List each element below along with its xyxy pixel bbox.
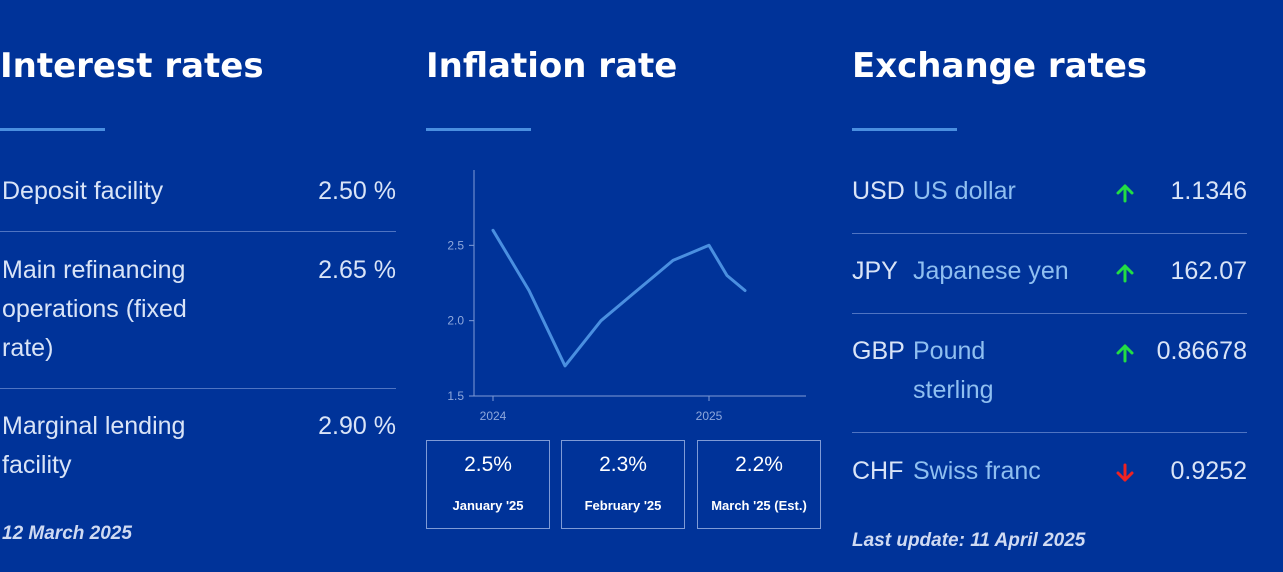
inflation-box-label: January '25: [452, 498, 524, 513]
marginal-lending-row: Marginal lending facility 2.90 %: [0, 407, 396, 487]
exchange-rate-value: 0.86678: [1156, 337, 1247, 365]
inflation-box-march: 2.2% March '25 (Est.): [697, 440, 821, 529]
fx-row-usd: USD US dollar 1.1346: [852, 172, 1247, 234]
fx-row-jpy: JPY Japanese yen 162.07: [852, 252, 1247, 314]
inflation-box-february: 2.3% February '25: [561, 440, 685, 529]
arrow-up-icon: [1116, 264, 1134, 283]
currency-name: Japanese yen: [913, 257, 1069, 285]
inflation-box-label: March '25 (Est.): [711, 498, 807, 513]
inflation-box-value: 2.2%: [735, 453, 783, 476]
rate-name: Deposit facility: [2, 177, 164, 205]
inflation-line-chart: 1.5 2.0 2.5 2024 2025: [447, 170, 806, 423]
inflation-series-line: [491, 228, 747, 368]
currency-code: JPY: [852, 257, 898, 285]
exchange-rates-panel: Exchange rates USD US dollar 1.1346 JPY …: [852, 0, 1248, 572]
interest-rates-title: Interest rates: [0, 46, 264, 86]
inflation-rate-title: Inflation rate: [426, 46, 678, 86]
arrow-down-icon: [1116, 463, 1134, 482]
interest-rates-date: 12 March 2025: [2, 523, 132, 544]
rate-value: 2.50 %: [318, 177, 396, 205]
arrow-up-icon: [1116, 344, 1134, 363]
exchange-rate-value: 0.9252: [1170, 457, 1247, 485]
deposit-facility-row: Deposit facility 2.50 %: [0, 172, 396, 232]
fx-row-chf: CHF Swiss franc 0.9252: [852, 452, 1247, 512]
fx-row-gbp: GBP Pound sterling 0.86678: [852, 332, 1247, 433]
currency-name: Pound sterling: [913, 337, 994, 404]
currency-name: Swiss franc: [913, 457, 1041, 485]
currency-code: CHF: [852, 457, 904, 485]
inflation-box-value: 2.5%: [464, 453, 512, 476]
title-underline: [426, 128, 531, 131]
currency-name: US dollar: [913, 177, 1016, 205]
inflation-box-value: 2.3%: [599, 453, 647, 476]
currency-code: USD: [852, 177, 905, 205]
title-underline: [852, 128, 957, 131]
inflation-box-january: 2.5% January '25: [426, 440, 550, 529]
rate-value: 2.90 %: [318, 412, 396, 440]
exchange-rates-title: Exchange rates: [852, 46, 1148, 86]
exchange-rate-value: 1.1346: [1170, 177, 1247, 205]
x-tick-label: 2024: [480, 409, 507, 423]
interest-rates-panel: Interest rates Deposit facility 2.50 % M…: [0, 0, 396, 572]
exchange-rates-last-update: Last update: 11 April 2025: [852, 530, 1086, 551]
y-tick-label: 1.5: [447, 389, 464, 403]
rate-name: Marginal lending facility: [2, 412, 186, 479]
arrow-up-icon: [1116, 184, 1134, 203]
exchange-rate-value: 162.07: [1170, 257, 1247, 285]
main-refinancing-row: Main refinancing operations (fixed rate)…: [0, 251, 396, 389]
inflation-box-label: February '25: [584, 498, 662, 513]
title-underline: [0, 128, 105, 131]
currency-code: GBP: [852, 337, 905, 365]
rate-value: 2.65 %: [318, 256, 396, 284]
inflation-rate-panel: Inflation rate 1.5 2.0 2.5 2024 2025 2.5% Ja…: [426, 0, 826, 572]
rate-name: Main refinancing operations (fixed rate): [2, 256, 187, 362]
y-tick-label: 2.5: [447, 238, 464, 252]
x-tick-label: 2025: [696, 409, 723, 423]
y-tick-label: 2.0: [447, 314, 464, 328]
